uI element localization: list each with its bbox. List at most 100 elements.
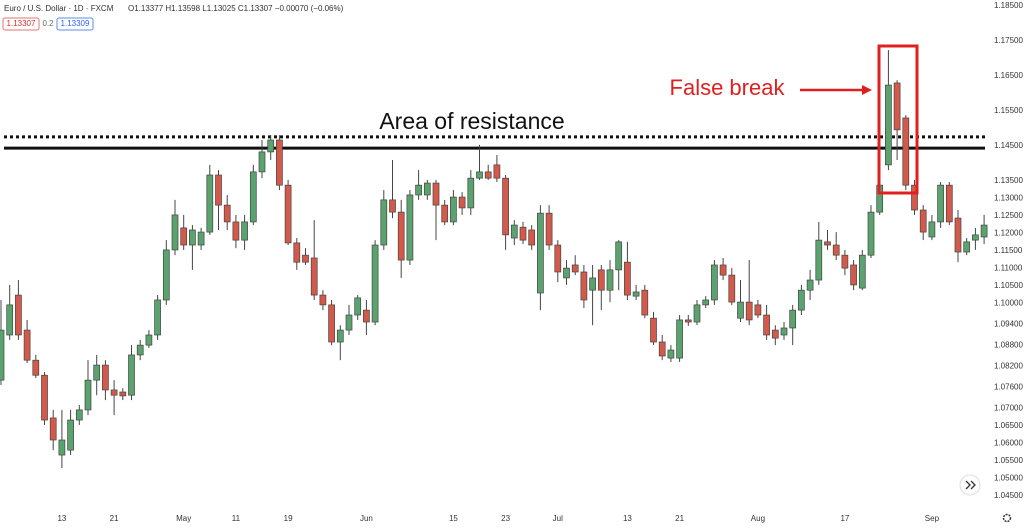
y-tick-label: 1.08200 (994, 362, 1023, 371)
candle-body (737, 301, 744, 319)
y-tick-label: 1.13000 (994, 194, 1023, 203)
candle-body (145, 334, 153, 346)
candle-body (911, 184, 918, 211)
candle-body (484, 171, 492, 179)
x-tick-label: 21 (110, 514, 119, 523)
candle-body (415, 184, 422, 196)
y-tick-label: 1.07000 (994, 404, 1023, 413)
candle-body (580, 271, 588, 301)
candle-body (345, 314, 353, 331)
candle-body (189, 229, 196, 246)
candle-body (537, 212, 544, 294)
y-tick-label: 1.12500 (994, 211, 1023, 220)
candle-body (6, 304, 14, 336)
candle-body (719, 264, 727, 276)
candle-body (754, 304, 762, 316)
y-tick-label: 1.12000 (994, 229, 1023, 238)
y-tick-label: 1.06500 (994, 421, 1023, 430)
settings-icon[interactable] (1002, 513, 1012, 523)
ohlc: O1.13377 H1.13598 L1.13025 C1.13307 −0.0… (128, 4, 344, 13)
candle-body (328, 304, 335, 343)
candle-body (293, 242, 301, 263)
candle-body (23, 329, 31, 361)
x-tick-label: Aug (751, 514, 765, 523)
candle-body (493, 164, 501, 179)
candle-body (267, 139, 275, 153)
bid: 1.13307 (7, 19, 36, 28)
candle-body (215, 174, 222, 206)
candle-body (763, 314, 770, 336)
candle-body (702, 299, 710, 306)
candle-body (528, 229, 536, 246)
x-tick-label: 11 (232, 514, 241, 523)
candle-body (945, 184, 953, 223)
spread: 0.2 (42, 19, 54, 28)
candle-body (519, 226, 527, 241)
candle-body (171, 214, 179, 251)
candle-body (928, 221, 936, 238)
x-tick-label: 13 (57, 514, 66, 523)
candle-body (728, 274, 736, 303)
candle-body (136, 344, 144, 356)
candle-body (937, 184, 944, 223)
candle-body (711, 264, 718, 301)
y-tick-label: 1.05000 (994, 474, 1023, 483)
candle-body (67, 419, 74, 451)
candle-body (832, 244, 840, 256)
candle-body (423, 182, 431, 196)
candle-body (963, 241, 971, 253)
candle-body (632, 291, 640, 297)
candle-body (302, 254, 309, 263)
y-tick-label: 1.05500 (994, 456, 1023, 465)
candle-body (75, 409, 83, 421)
candle-body (380, 199, 388, 246)
candle-body (885, 84, 892, 166)
candle-body (919, 209, 927, 233)
candle-body (510, 224, 518, 239)
candle-body (780, 327, 788, 336)
y-tick-label: 1.08800 (994, 341, 1023, 350)
candle-body (684, 319, 692, 323)
y-tick-label: 1.04500 (994, 491, 1023, 500)
x-tick-label: 15 (449, 514, 458, 523)
candle-body (902, 117, 910, 186)
candle-body (867, 211, 875, 256)
candle-body (650, 317, 657, 343)
candle-body (571, 264, 579, 273)
y-tick-label: 1.15500 (994, 106, 1023, 115)
x-tick-label: 21 (675, 514, 684, 523)
candle-body (476, 171, 483, 179)
y-tick-label: 1.07600 (994, 383, 1023, 392)
candle-body (815, 239, 823, 281)
candle-body (972, 234, 979, 241)
candle-body (232, 221, 240, 241)
candle-body (41, 374, 48, 421)
candle-body (354, 297, 362, 316)
x-tick-label: Jun (360, 514, 373, 523)
symbol: Euro / U.S. Dollar · 1D · FXCM (4, 4, 114, 13)
candle-body (954, 217, 962, 253)
x-tick-label: 13 (623, 514, 632, 523)
x-tick-label: Sep (925, 514, 940, 523)
y-tick-label: 1.14500 (994, 141, 1023, 150)
candle-body (806, 279, 814, 291)
candle-body (841, 254, 849, 269)
y-tick-label: 1.11000 (994, 264, 1023, 273)
candle-body (110, 389, 118, 396)
candle-body (798, 289, 805, 311)
candle-body (563, 267, 570, 279)
candle-body (771, 329, 779, 339)
scroll-icon (965, 480, 976, 490)
candle-body (249, 171, 257, 223)
annotation: Area of resistance (379, 108, 564, 134)
candle-body (624, 261, 631, 296)
y-tick-label: 1.09400 (994, 320, 1023, 329)
candle-body (32, 359, 40, 376)
candle-body (789, 309, 797, 329)
candle-body (502, 177, 509, 236)
candle-body (197, 231, 205, 246)
candle-body (319, 294, 327, 306)
candle-body (397, 211, 405, 261)
candle-body (667, 349, 675, 359)
